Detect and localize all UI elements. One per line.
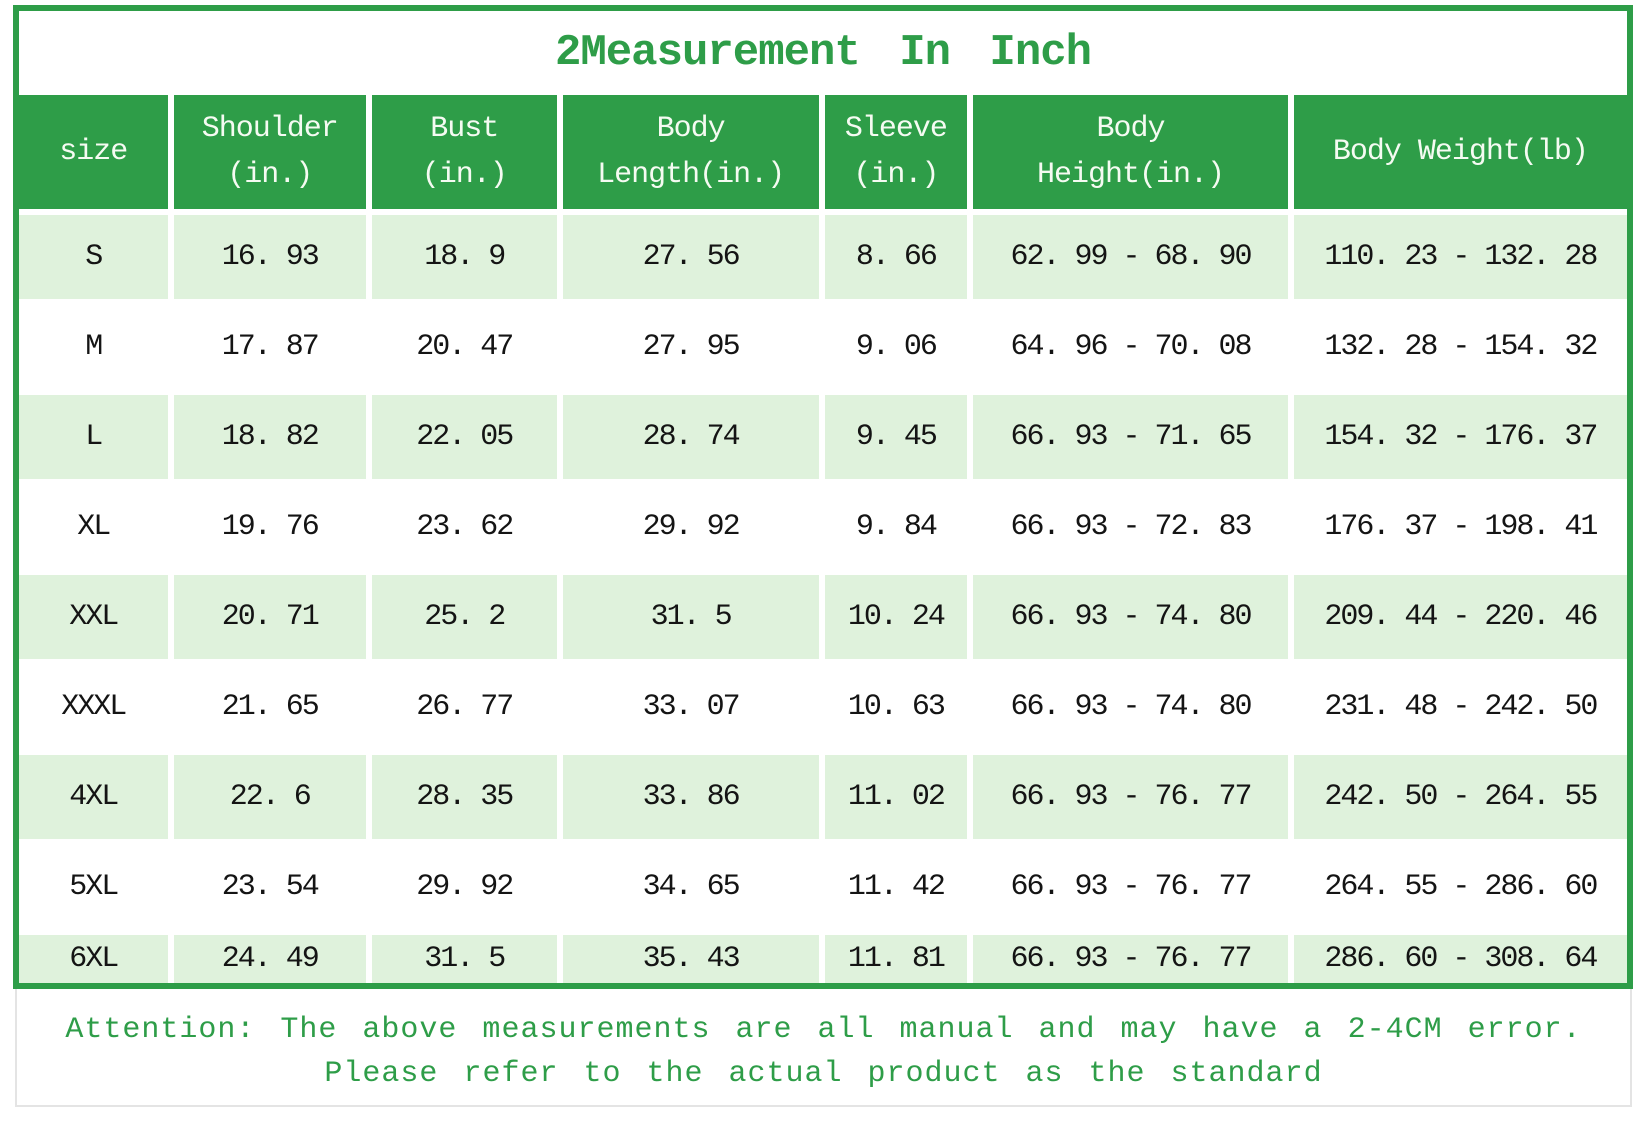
value-cell: 35. 43: [562, 935, 819, 983]
value-cell: 19. 76: [173, 485, 366, 569]
value-cell: 11. 81: [824, 935, 968, 983]
value-cell: 18. 82: [173, 395, 366, 479]
size-cell: M: [19, 305, 168, 389]
column-header-shoulder: Shoulder (in.): [173, 95, 366, 209]
size-table: size Shoulder (in.) Bust (in.) Body Leng…: [19, 95, 1627, 983]
size-cell: 6XL: [19, 935, 168, 983]
value-cell: 16. 93: [173, 215, 366, 299]
value-cell: 110. 23 - 132. 28: [1293, 215, 1627, 299]
value-cell: 66. 93 - 76. 77: [973, 845, 1288, 929]
value-cell: 209. 44 - 220. 46: [1293, 575, 1627, 659]
value-cell: 26. 77: [371, 665, 557, 749]
value-cell: 10. 63: [824, 665, 968, 749]
value-cell: 17. 87: [173, 305, 366, 389]
value-cell: 20. 47: [371, 305, 557, 389]
value-cell: 24. 49: [173, 935, 366, 983]
value-cell: 66. 93 - 76. 77: [973, 935, 1288, 983]
value-cell: 66. 93 - 71. 65: [973, 395, 1288, 479]
value-cell: 18. 9: [371, 215, 557, 299]
value-cell: 8. 66: [824, 215, 968, 299]
value-cell: 64. 96 - 70. 08: [973, 305, 1288, 389]
value-cell: 29. 92: [371, 845, 557, 929]
size-cell: XXL: [19, 575, 168, 659]
value-cell: 31. 5: [371, 935, 557, 983]
attention-note-line1: Attention: The above measurements are al…: [65, 1013, 1582, 1047]
column-header-body-weight: Body Weight(lb): [1293, 95, 1627, 209]
value-cell: 22. 05: [371, 395, 557, 479]
size-cell: XXXL: [19, 665, 168, 749]
size-cell: XL: [19, 485, 168, 569]
value-cell: 10. 24: [824, 575, 968, 659]
value-cell: 62. 99 - 68. 90: [973, 215, 1288, 299]
value-cell: 264. 55 - 286. 60: [1293, 845, 1627, 929]
value-cell: 132. 28 - 154. 32: [1293, 305, 1627, 389]
value-cell: 28. 35: [371, 755, 557, 839]
value-cell: 11. 42: [824, 845, 968, 929]
size-cell: 5XL: [19, 845, 168, 929]
value-cell: 22. 6: [173, 755, 366, 839]
value-cell: 27. 95: [562, 305, 819, 389]
size-cell: S: [19, 215, 168, 299]
value-cell: 286. 60 - 308. 64: [1293, 935, 1627, 983]
value-cell: 23. 62: [371, 485, 557, 569]
value-cell: 21. 65: [173, 665, 366, 749]
value-cell: 20. 71: [173, 575, 366, 659]
value-cell: 33. 07: [562, 665, 819, 749]
value-cell: 11. 02: [824, 755, 968, 839]
value-cell: 66. 93 - 74. 80: [973, 665, 1288, 749]
value-cell: 154. 32 - 176. 37: [1293, 395, 1627, 479]
value-cell: 66. 93 - 72. 83: [973, 485, 1288, 569]
attention-note: Attention: The above measurements are al…: [17, 1000, 1630, 1104]
value-cell: 176. 37 - 198. 41: [1293, 485, 1627, 569]
value-cell: 31. 5: [562, 575, 819, 659]
size-cell: 4XL: [19, 755, 168, 839]
title-band: 2Measurement In Inch: [19, 11, 1627, 95]
value-cell: 27. 56: [562, 215, 819, 299]
value-cell: 231. 48 - 242. 50: [1293, 665, 1627, 749]
value-cell: 9. 84: [824, 485, 968, 569]
value-cell: 34. 65: [562, 845, 819, 929]
column-header-sleeve: Sleeve (in.): [824, 95, 968, 209]
column-header-size: size: [19, 95, 168, 209]
column-header-body-length: Body Length(in.): [562, 95, 819, 209]
value-cell: 33. 86: [562, 755, 819, 839]
value-cell: 9. 06: [824, 305, 968, 389]
value-cell: 23. 54: [173, 845, 366, 929]
value-cell: 9. 45: [824, 395, 968, 479]
column-header-body-height: Body Height(in.): [973, 95, 1288, 209]
size-cell: L: [19, 395, 168, 479]
attention-note-line2: Please refer to the actual product as th…: [324, 1057, 1323, 1091]
value-cell: 242. 50 - 264. 55: [1293, 755, 1627, 839]
value-cell: 66. 93 - 76. 77: [973, 755, 1288, 839]
value-cell: 29. 92: [562, 485, 819, 569]
value-cell: 66. 93 - 74. 80: [973, 575, 1288, 659]
size-chart-frame: 2Measurement In Inch size Shoulder (in.)…: [13, 5, 1633, 989]
column-header-bust: Bust (in.): [371, 95, 557, 209]
page-title: 2Measurement In Inch: [554, 28, 1092, 78]
value-cell: 25. 2: [371, 575, 557, 659]
value-cell: 28. 74: [562, 395, 819, 479]
